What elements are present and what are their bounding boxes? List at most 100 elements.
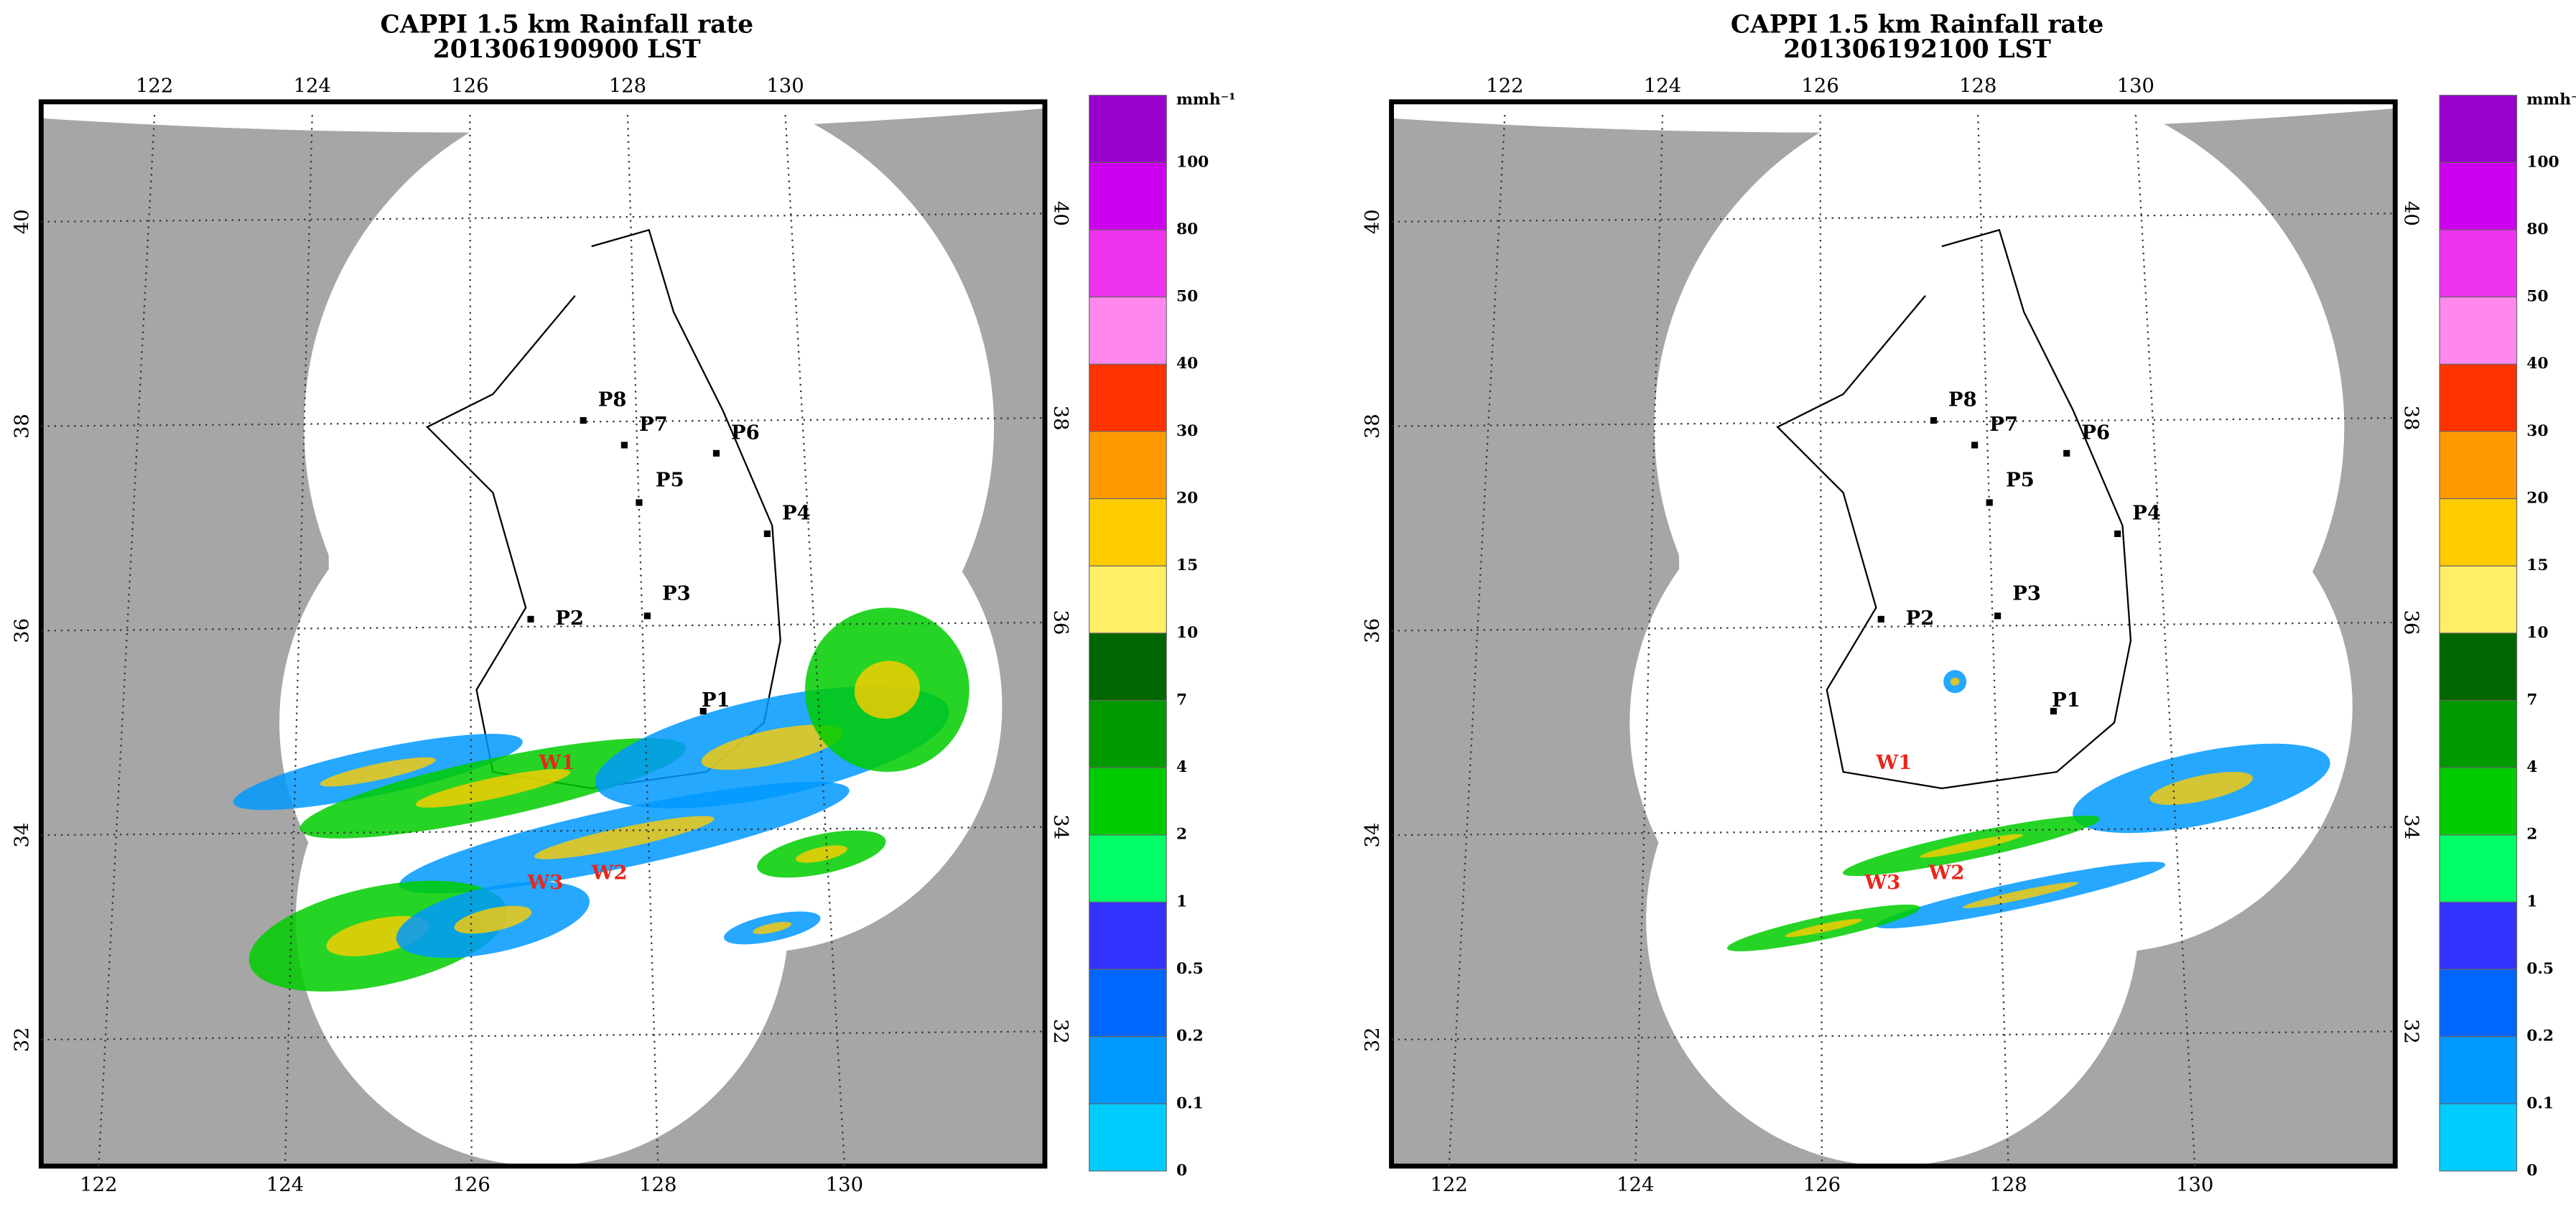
colorbar-label: 0 — [1176, 1162, 1187, 1180]
colorbar-label: 15 — [1176, 556, 1198, 574]
colorbar-box — [2439, 162, 2518, 230]
colorbar-box — [2439, 901, 2518, 970]
rain-core — [854, 661, 920, 719]
colorbar-box — [2439, 95, 2518, 163]
lon-tick-label: 124 — [294, 75, 331, 98]
colorbar-label: 0.1 — [1176, 1094, 1204, 1112]
rain-core — [1785, 918, 1862, 938]
colorbar-label: 30 — [2526, 422, 2548, 440]
rain-core — [320, 757, 436, 787]
lat-tick-label: 36 — [1049, 610, 1071, 635]
rain-core — [415, 769, 570, 808]
lon-tick-label: 128 — [1989, 1174, 2027, 1196]
colorbar-label: 0.5 — [2526, 960, 2554, 978]
lon-tick-label: 130 — [2176, 1174, 2213, 1196]
colorbar-box — [1089, 431, 1167, 500]
colorbar-box — [1089, 1036, 1167, 1104]
colorbar-unit: mmh⁻¹ — [1176, 91, 1236, 109]
rain-core — [454, 905, 532, 934]
colorbar-box — [2439, 297, 2518, 365]
meridian — [98, 115, 156, 1167]
station-label: P1 — [702, 689, 730, 712]
colorbar-label: 2 — [2526, 826, 2537, 844]
colorbar-label: 20 — [1176, 490, 1198, 508]
meridian — [1819, 115, 1823, 1167]
lat-tick-label: 34 — [1362, 823, 1384, 848]
station-label: P5 — [2006, 469, 2035, 492]
panel-time: 201306192100 LST — [1783, 35, 2051, 64]
radar-coverage — [1629, 82, 2353, 1167]
lat-tick-label: 40 — [1362, 209, 1384, 234]
station-marker — [636, 499, 643, 506]
colorbar-box — [2439, 699, 2518, 768]
colorbar-label: 80 — [2526, 220, 2548, 238]
rain-core — [753, 921, 792, 934]
colorbar-box — [1089, 834, 1167, 903]
colorbar-box — [2439, 565, 2518, 634]
lon-tick-label: 128 — [639, 1174, 676, 1196]
rain-core — [1950, 677, 1960, 686]
colorbar-box — [1089, 363, 1167, 432]
colorbar-box — [1089, 95, 1167, 163]
colorbar-label: 0.2 — [2526, 1027, 2554, 1045]
lon-tick-label: 122 — [80, 1174, 117, 1196]
map-frame — [38, 99, 1048, 1169]
colorbar-box — [1089, 901, 1167, 970]
lat-tick-label: 36 — [1362, 618, 1384, 643]
station-label: P3 — [662, 582, 691, 605]
lat-tick-label: 36 — [2399, 610, 2422, 635]
station-label: P8 — [1948, 388, 1977, 411]
map-frame — [1389, 99, 2398, 1169]
colorbar-label: 80 — [1176, 220, 1198, 238]
colorbar-label: 30 — [1176, 422, 1198, 440]
colorbar-box — [2439, 229, 2518, 298]
station-marker — [1986, 499, 1993, 506]
station-label: P5 — [656, 469, 684, 492]
rain-core — [2149, 771, 2254, 805]
lon-tick-label: 130 — [2117, 75, 2154, 98]
colorbar-label: 100 — [2526, 153, 2559, 171]
station-marker — [2050, 707, 2057, 715]
lon-tick-label: 122 — [1486, 75, 1523, 98]
colorbar-label: 10 — [1176, 624, 1198, 642]
station-marker — [527, 615, 534, 623]
colorbar-label: 15 — [2526, 556, 2548, 574]
colorbar-box — [2439, 498, 2518, 566]
colorbar-label: 1 — [1176, 892, 1187, 910]
lon-tick-label: 122 — [1430, 1174, 1467, 1196]
lon-tick-label: 128 — [609, 75, 646, 98]
lon-tick-label: 126 — [1801, 75, 1838, 98]
lat-tick-label: 32 — [1049, 1019, 1071, 1044]
colorbar-box — [1089, 229, 1167, 298]
colorbar-label: 0.5 — [1176, 960, 1204, 978]
panel-time: 201306190900 LST — [433, 35, 701, 64]
lon-tick-label: 130 — [766, 75, 804, 98]
lat-tick-label: 32 — [1362, 1027, 1384, 1052]
station-marker — [580, 417, 587, 424]
lat-tick-label: 34 — [11, 823, 34, 848]
colorbar-label: 1 — [2526, 892, 2537, 910]
colorbar-label: 20 — [2526, 490, 2548, 508]
colorbar-box — [1089, 565, 1167, 634]
lat-tick-label: 34 — [2399, 814, 2422, 839]
station-marker — [643, 612, 651, 620]
coverage-circle — [1678, 345, 2106, 773]
lat-tick-label: 32 — [11, 1027, 34, 1052]
station-marker — [620, 442, 628, 449]
station-label: P2 — [555, 607, 584, 630]
station-label: P7 — [1989, 413, 2018, 436]
colorbar-unit: mmh⁻¹ — [2526, 91, 2576, 109]
colorbar-box — [2439, 1036, 2518, 1104]
station-marker — [1877, 615, 1884, 623]
rain-core — [796, 845, 847, 863]
station-marker — [1930, 417, 1938, 424]
lon-tick-label: 126 — [452, 1174, 490, 1196]
rain-marker-label: W1 — [1875, 751, 1912, 774]
meridian — [2134, 115, 2196, 1167]
colorbar-box — [2439, 431, 2518, 500]
colorbar-box — [1089, 969, 1167, 1038]
lat-tick-label: 38 — [1362, 414, 1384, 439]
colorbar-label: 7 — [2526, 691, 2537, 709]
station-label: P7 — [639, 413, 668, 436]
